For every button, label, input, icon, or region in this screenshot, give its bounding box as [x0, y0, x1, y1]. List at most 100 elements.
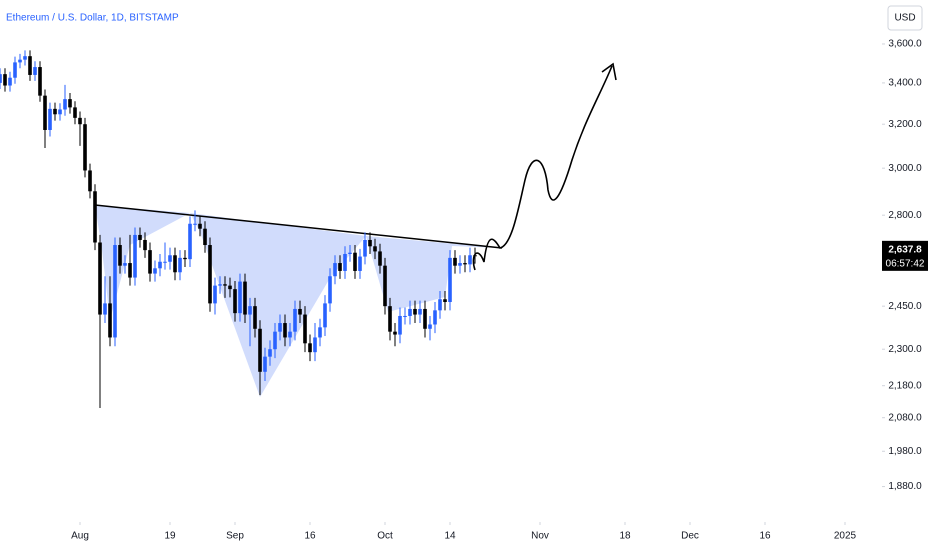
- candle-body: [458, 263, 462, 266]
- x-tick-label: 14: [444, 531, 456, 542]
- price-tag: 2,637.8 06:57:42: [882, 240, 928, 271]
- candle-body: [128, 263, 132, 278]
- candle-body: [188, 223, 192, 260]
- candle-body: [18, 59, 22, 63]
- candle-body: [113, 245, 117, 338]
- currency-box[interactable]: [887, 5, 923, 31]
- candle-body: [148, 250, 152, 274]
- candle-body: [138, 234, 142, 240]
- countdown: 06:57:42: [886, 258, 925, 269]
- candle-body: [318, 327, 322, 338]
- candle-body: [448, 257, 452, 303]
- candle-body: [408, 308, 412, 316]
- x-tick-label: 19: [164, 531, 176, 542]
- x-tick-label: 16: [304, 531, 316, 542]
- candle-body: [133, 234, 137, 278]
- candle-body: [333, 263, 337, 277]
- candles: [0, 50, 477, 408]
- x-tick-label: Aug: [71, 531, 89, 542]
- candle-body: [243, 281, 247, 315]
- candle-body: [378, 251, 382, 266]
- pattern-fill: [95, 205, 502, 397]
- candle-body: [348, 252, 352, 254]
- candle-body: [398, 315, 402, 335]
- candle-body: [63, 99, 67, 110]
- candle-body: [198, 223, 202, 229]
- candle-body: [393, 331, 397, 335]
- candle-body: [453, 257, 457, 266]
- x-tick-label: 16: [759, 531, 771, 542]
- candle-body: [403, 315, 407, 317]
- candle-body: [23, 56, 27, 60]
- chart-title: Ethereum / U.S. Dollar, 1D, BITSTAMP: [6, 13, 179, 24]
- candle-body: [463, 263, 467, 265]
- candle-body: [83, 124, 87, 171]
- candle-body: [273, 331, 277, 350]
- candle-body: [328, 276, 332, 304]
- y-tick-label: 2,180.0: [888, 380, 922, 391]
- candle-body: [158, 261, 162, 269]
- y-tick-label: 1,880.0: [888, 481, 922, 492]
- candle-body: [0, 74, 2, 83]
- candle-body: [363, 239, 367, 257]
- currency[interactable]: USD: [894, 13, 915, 24]
- candle-body: [103, 303, 107, 315]
- candle-body: [28, 56, 32, 75]
- candle-body: [73, 107, 77, 118]
- candle-body: [223, 284, 227, 286]
- candle-body: [123, 263, 127, 266]
- candle-body: [338, 263, 342, 271]
- x-tick-label: Sep: [226, 531, 244, 542]
- candle-body: [268, 349, 272, 357]
- candle-body: [233, 289, 237, 314]
- candle-body: [473, 255, 477, 257]
- price-tag-box: [882, 240, 928, 271]
- candle-body: [153, 268, 157, 274]
- candle-body: [358, 256, 362, 271]
- candle-body: [293, 308, 297, 332]
- candle-body: [308, 343, 312, 353]
- candle-body: [33, 67, 37, 75]
- candle-body: [218, 284, 222, 286]
- candle-body: [428, 324, 432, 329]
- candle-body: [93, 191, 97, 243]
- candle-body: [288, 331, 292, 338]
- candle-body: [58, 109, 62, 115]
- y-tick-label: 2,450.0: [888, 301, 922, 312]
- neckline: [94, 204, 503, 249]
- candle-body: [313, 337, 317, 353]
- candle-body: [3, 74, 7, 86]
- candle-body: [68, 99, 72, 108]
- candle-body: [163, 261, 167, 263]
- candle-body: [108, 303, 112, 338]
- candle-body: [373, 246, 377, 252]
- candle-body: [208, 245, 212, 304]
- candle-body: [13, 62, 17, 78]
- candle-body: [423, 308, 427, 329]
- last-price: 2,637.8: [888, 244, 922, 255]
- candle-body: [303, 314, 307, 344]
- candle-body: [353, 252, 357, 271]
- candle-body: [78, 117, 82, 125]
- x-tick-label: Dec: [681, 531, 699, 542]
- candle-body: [368, 239, 372, 247]
- x-tick-label: 2025: [834, 531, 857, 542]
- candle-body: [263, 356, 267, 372]
- candle-body: [168, 255, 172, 262]
- y-tick-label: 3,200.0: [888, 119, 922, 130]
- candle-body: [283, 323, 287, 338]
- candle-body: [298, 308, 302, 315]
- x-tick-label: 18: [619, 531, 631, 542]
- y-tick-label: 3,400.0: [888, 78, 922, 89]
- y-tick-label: 2,800.0: [888, 210, 922, 221]
- candle-body: [173, 255, 177, 273]
- candle-body: [388, 306, 392, 332]
- candle-body: [433, 310, 437, 325]
- candle-body: [253, 306, 257, 329]
- y-tick-label: 3,000.0: [888, 163, 922, 174]
- candle-body: [118, 245, 122, 266]
- y-tick-label: 1,980.0: [888, 446, 922, 457]
- candle-body: [343, 253, 347, 271]
